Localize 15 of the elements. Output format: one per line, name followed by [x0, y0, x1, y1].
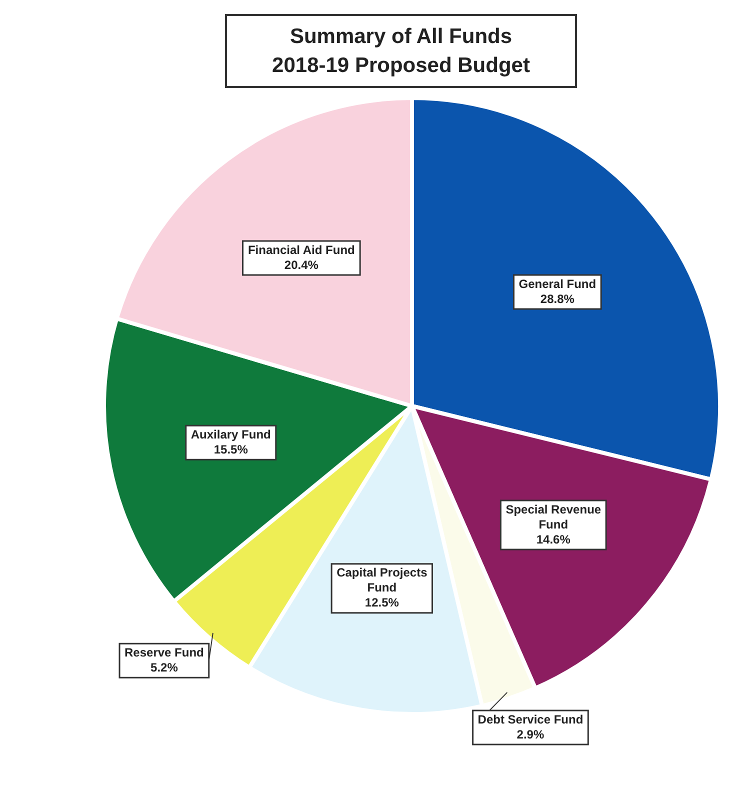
slice-label: Special Revenue Fund [506, 502, 602, 532]
data-label: 15.5% [214, 442, 248, 456]
slice-label: Reserve Fund [124, 645, 204, 660]
chart-title: Summary of All Funds 2018-19 Proposed Budget [225, 14, 577, 88]
data-label: 28.8% [540, 292, 575, 306]
slice-label: Auxilary Fund [190, 427, 271, 442]
slice-label: General Fund [518, 276, 596, 291]
slice-label: Debt Service Fund [478, 712, 584, 726]
data-label: 20.4% [284, 258, 319, 272]
data-label: 5.2% [150, 660, 178, 674]
data-label: 2.9% [516, 727, 544, 742]
slice-label: Financial Aid Fund [248, 242, 355, 257]
slice-label: Capital Projects Fund [336, 566, 428, 595]
data-label: 12.5% [364, 596, 400, 610]
data-label: 14.6% [536, 532, 571, 546]
